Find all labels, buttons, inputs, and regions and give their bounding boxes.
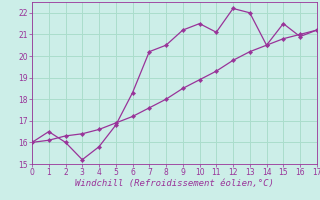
X-axis label: Windchill (Refroidissement éolien,°C): Windchill (Refroidissement éolien,°C) [75, 179, 274, 188]
